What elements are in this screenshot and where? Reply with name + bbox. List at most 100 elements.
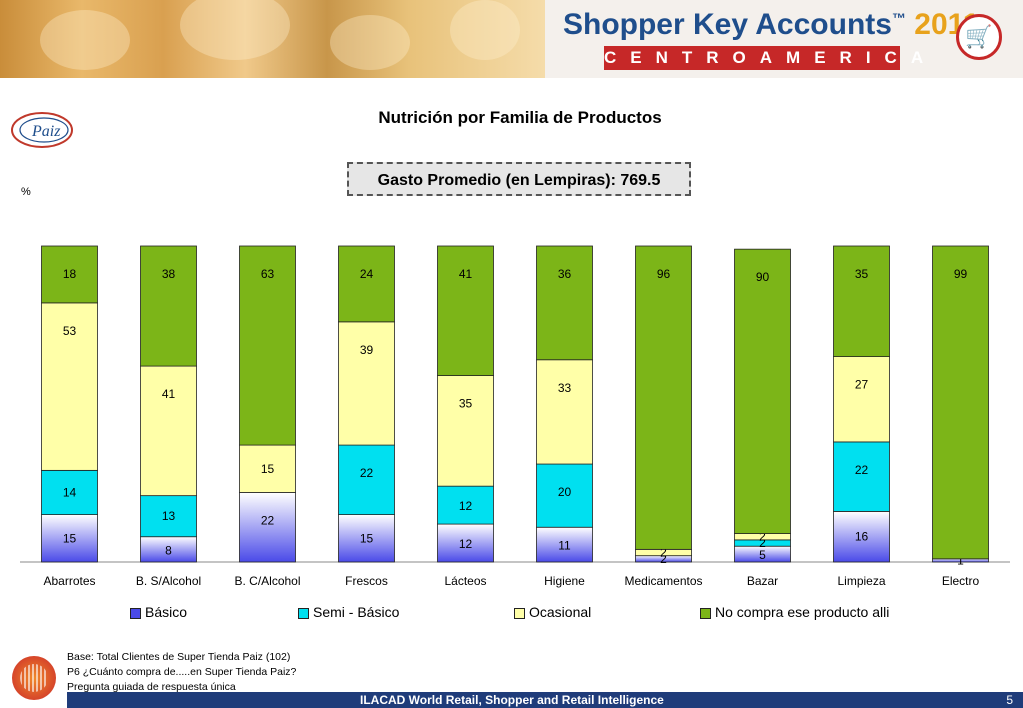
legend-swatch-semi-basico [298, 607, 309, 619]
bar-segment-3-4 [239, 245, 296, 446]
bar-segment-5-3 [437, 375, 494, 487]
legend-swatch-basico [130, 607, 141, 619]
data-label-6-2: 20 [558, 485, 572, 499]
bar-segment-1-1 [41, 514, 98, 563]
data-label-3-3: 15 [261, 462, 275, 476]
data-label-4-2: 22 [360, 466, 374, 480]
bar-segment-10-4 [932, 245, 989, 560]
legend-item-basico: Básico [130, 604, 187, 620]
data-label-7-1: 2 [660, 552, 667, 566]
bar-segment-1-3 [41, 302, 98, 471]
data-label-10-1: 1 [957, 553, 964, 567]
chart-title: Nutrición por Familia de Productos [378, 108, 662, 127]
x-tick-label-7: Medicamentos [624, 574, 702, 588]
x-tick-label-4: Frescos [345, 574, 388, 588]
bar-segment-9-1 [833, 511, 890, 563]
bar-segment-1-2 [41, 469, 98, 515]
y-unit-label: % [21, 186, 31, 198]
footnote-base: Base: Total Clientes de Super Tienda Pai… [67, 651, 291, 663]
x-tick-label-8: Bazar [747, 574, 778, 588]
data-label-6-4: 36 [558, 267, 572, 281]
bar-segment-7-4 [635, 245, 692, 550]
bar-segment-9-4 [833, 245, 890, 357]
paiz-logo-text: Paiz [31, 123, 61, 140]
legend-item-no-compra: No compra ese producto alli [700, 604, 889, 620]
header-banner: Shopper Key Accounts™ 2011 CENTROAMERICA… [0, 0, 1023, 78]
data-label-3-4: 63 [261, 267, 275, 281]
data-label-1-3: 53 [63, 324, 77, 338]
data-label-5-4: 41 [459, 267, 473, 281]
x-tick-label-6: Higiene [544, 574, 585, 588]
bar-segment-6-4 [536, 245, 593, 361]
data-label-8-4: 90 [756, 270, 770, 284]
data-label-5-1: 12 [459, 537, 473, 551]
bar-segment-2-3 [140, 365, 197, 497]
data-label-6-1: 11 [558, 539, 571, 553]
data-label-9-4: 35 [855, 267, 869, 281]
data-label-2-3: 41 [162, 387, 176, 401]
bar-segment-3-3 [239, 444, 296, 493]
data-label-4-1: 15 [360, 531, 374, 545]
data-label-10-4: 99 [954, 267, 968, 281]
legend-swatch-ocasional [514, 607, 525, 619]
bar-segment-3-1 [239, 492, 296, 563]
region-label: CENTROAMERICA [604, 46, 923, 70]
bar-segment-2-2 [140, 495, 197, 538]
legend-swatch-no-compra [700, 607, 711, 619]
data-label-8-2: 2 [759, 536, 766, 550]
data-label-8-3: 2 [759, 530, 766, 544]
shopping-cart-icon: 🛒 [956, 14, 1002, 60]
bar-segment-4-4 [338, 245, 395, 323]
data-label-7-3: 2 [660, 546, 667, 560]
bar-segment-2-4 [140, 245, 197, 367]
bar-segment-4-2 [338, 444, 395, 515]
x-tick-label-3: B. C/Alcohol [234, 574, 300, 588]
x-tick-label-2: B. S/Alcohol [136, 574, 201, 588]
bar-segment-5-2 [437, 485, 494, 525]
bar-segment-6-2 [536, 463, 593, 528]
data-label-1-4: 18 [63, 267, 77, 281]
bar-segment-4-3 [338, 321, 395, 446]
page-number: 5 [1006, 693, 1013, 707]
x-tick-label-10: Electro [942, 574, 980, 588]
bar-segment-5-1 [437, 523, 494, 563]
footnote-note: Pregunta guiada de respuesta única [67, 681, 236, 693]
bar-segment-1-4 [41, 245, 98, 304]
footnote-question: P6 ¿Cuánto compra de.....en Super Tienda… [67, 666, 297, 678]
data-label-7-4: 96 [657, 267, 671, 281]
bar-segment-2-1 [140, 536, 197, 563]
data-label-9-2: 22 [855, 463, 869, 477]
data-label-1-1: 15 [63, 531, 77, 545]
banner-photo [0, 0, 545, 78]
data-label-5-3: 35 [459, 397, 473, 411]
x-tick-label-1: Abarrotes [43, 574, 95, 588]
bar-segment-9-3 [833, 356, 890, 443]
data-label-8-1: 5 [759, 548, 766, 562]
paiz-logo: Paiz [11, 112, 73, 148]
data-label-2-2: 13 [162, 509, 176, 523]
bar-segment-6-3 [536, 359, 593, 465]
x-tick-label-9: Limpieza [837, 574, 885, 588]
ilacad-logo [12, 656, 56, 700]
bar-segment-8-4 [734, 248, 791, 534]
footnotes: Base: Total Clientes de Super Tienda Pai… [67, 650, 296, 695]
average-spend-box: Gasto Promedio (en Lempiras): 769.5 [347, 162, 691, 196]
bar-segment-5-4 [437, 245, 494, 376]
footer-bar: ILACAD World Retail, Shopper and Retail … [67, 692, 1023, 708]
data-label-2-4: 38 [162, 267, 176, 281]
data-label-1-2: 14 [63, 485, 77, 499]
legend-item-semi-basico: Semi - Básico [298, 604, 399, 620]
data-label-6-3: 33 [558, 381, 572, 395]
bar-segment-4-1 [338, 514, 395, 563]
brand-title: Shopper Key Accounts™ 2011 [563, 8, 980, 41]
data-label-4-4: 24 [360, 267, 374, 281]
bar-segment-6-1 [536, 526, 593, 563]
data-label-4-3: 39 [360, 343, 374, 357]
data-label-3-1: 22 [261, 513, 275, 527]
data-label-9-3: 27 [855, 378, 869, 392]
footer-text: ILACAD World Retail, Shopper and Retail … [360, 693, 664, 707]
legend-item-ocasional: Ocasional [514, 604, 591, 620]
bar-segment-9-2 [833, 441, 890, 512]
data-label-9-1: 16 [855, 530, 869, 544]
